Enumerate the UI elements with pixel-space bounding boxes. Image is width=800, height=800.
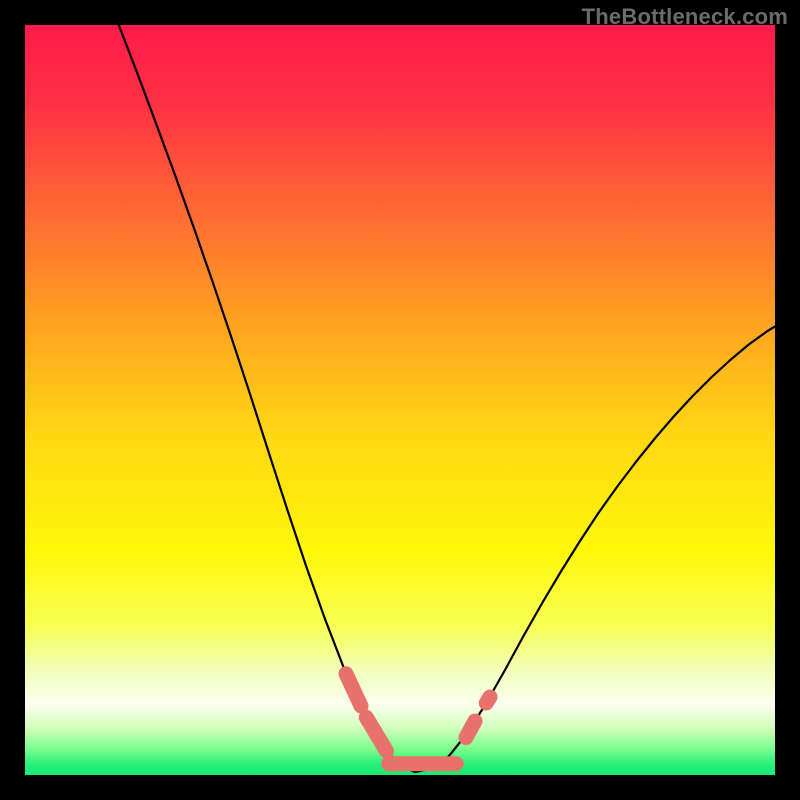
highlight-segment — [486, 697, 490, 703]
highlight-segment — [466, 721, 475, 738]
chart-container: TheBottleneck.com — [0, 0, 800, 800]
bottleneck-curve-chart — [0, 0, 800, 800]
plot-gradient-background — [25, 25, 775, 775]
